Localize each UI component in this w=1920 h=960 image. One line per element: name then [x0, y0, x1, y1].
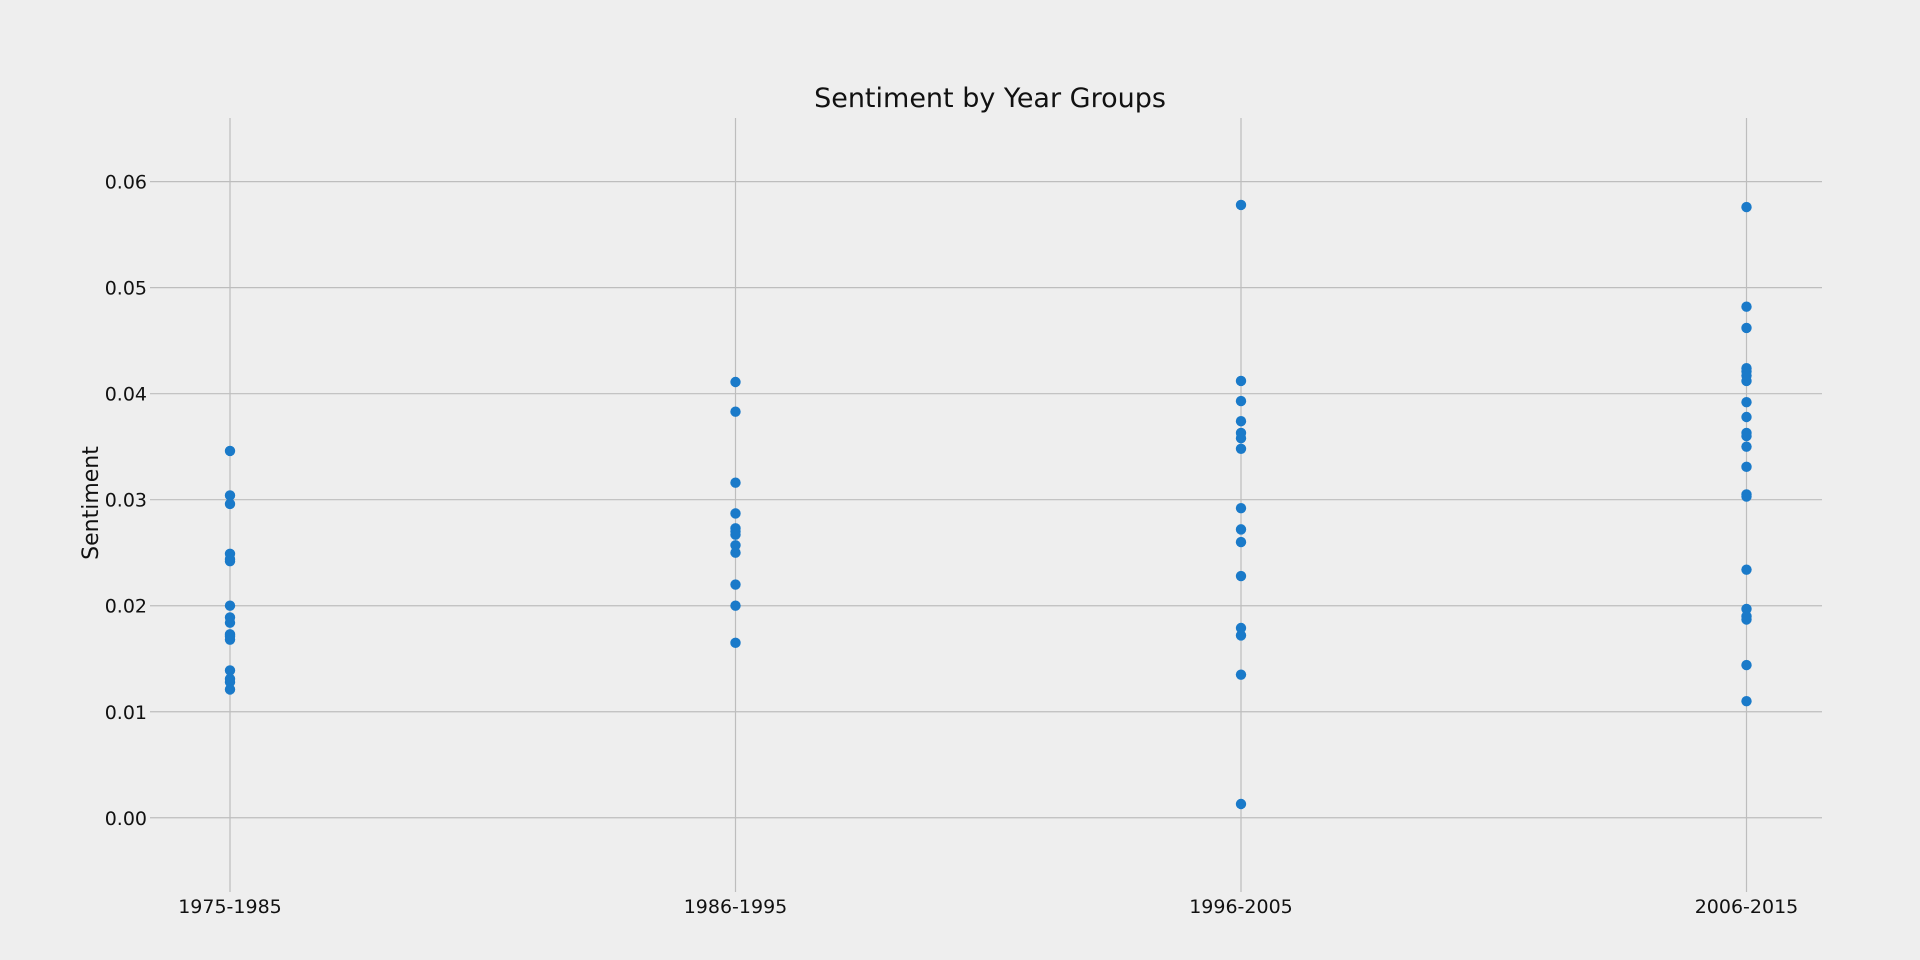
data-point: [224, 445, 236, 457]
data-point: [1741, 614, 1752, 625]
data-points: [224, 199, 1752, 810]
x-tick-labels: 1975-1985 1986-1995 1996-2005 2006-2015: [178, 896, 1798, 918]
data-point: [1741, 564, 1752, 575]
data-point: [1741, 461, 1752, 473]
x-tick-label: 2006-2015: [1695, 896, 1799, 918]
y-tick-labels: 0.00 0.01 0.02 0.03 0.04 0.05 0.06: [105, 172, 147, 830]
data-point: [224, 555, 236, 567]
data-point: [224, 665, 236, 676]
data-point: [730, 637, 741, 649]
y-axis-label: Sentiment: [79, 446, 104, 560]
data-point: [1235, 622, 1247, 634]
y-tick-label: 0.04: [105, 384, 147, 406]
data-point: [1741, 430, 1752, 442]
y-tick-label: 0.00: [105, 808, 147, 830]
data-point: [1235, 630, 1247, 641]
y-tick-label: 0.01: [105, 702, 147, 724]
data-point: [1741, 491, 1752, 502]
data-point: [1741, 695, 1752, 707]
y-tick-label: 0.03: [105, 490, 147, 512]
data-point: [1235, 502, 1247, 514]
data-point: [224, 617, 236, 628]
data-point: [1235, 669, 1247, 680]
data-point: [730, 477, 741, 488]
data-point: [1235, 199, 1247, 211]
data-point: [1235, 570, 1247, 582]
data-point: [730, 406, 741, 417]
data-point: [1741, 659, 1752, 671]
data-point: [1235, 536, 1247, 548]
data-point: [1235, 395, 1247, 407]
data-point: [224, 490, 236, 501]
data-point: [730, 529, 741, 540]
data-point: [1235, 443, 1247, 455]
chart-title: Sentiment by Year Groups: [814, 83, 1166, 114]
data-point: [730, 540, 741, 551]
data-point: [224, 634, 236, 645]
data-point: [224, 676, 236, 688]
data-point: [1235, 433, 1247, 444]
data-point: [1741, 301, 1752, 312]
data-point: [1235, 416, 1247, 427]
data-point: [1741, 603, 1752, 615]
data-point: [1741, 375, 1752, 387]
data-point: [1235, 524, 1247, 535]
data-point: [730, 579, 741, 590]
data-point: [224, 600, 236, 611]
data-point: [1741, 411, 1752, 423]
data-point: [730, 508, 741, 519]
data-point: [730, 547, 741, 558]
data-point: [224, 684, 236, 695]
data-point: [1741, 322, 1752, 334]
y-tick-label: 0.06: [105, 172, 147, 194]
data-point: [1741, 201, 1752, 213]
data-point: [730, 600, 741, 611]
data-point: [224, 498, 236, 510]
data-point: [730, 376, 741, 388]
x-tick-label: 1975-1985: [178, 896, 282, 918]
x-tick-label: 1986-1995: [684, 896, 788, 918]
grid-lines: [150, 118, 1822, 892]
data-point: [1741, 441, 1752, 452]
y-tick-label: 0.02: [105, 596, 147, 618]
y-tick-label: 0.05: [105, 278, 147, 300]
data-point: [1235, 375, 1247, 387]
x-tick-label: 1996-2005: [1189, 896, 1293, 918]
data-point: [1741, 396, 1752, 408]
data-point: [1235, 798, 1247, 810]
